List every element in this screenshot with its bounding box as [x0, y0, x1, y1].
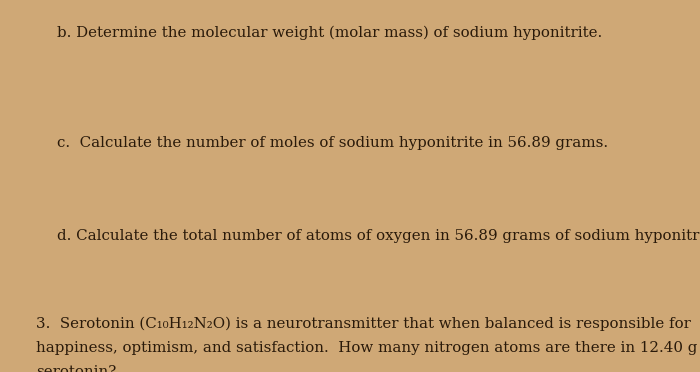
Text: d. Calculate the total number of atoms of oxygen in 56.89 grams of sodium hyponi: d. Calculate the total number of atoms o… — [57, 229, 700, 243]
Text: 3.  Serotonin (C₁₀H₁₂N₂O) is a neurotransmitter that when balanced is responsibl: 3. Serotonin (C₁₀H₁₂N₂O) is a neurotrans… — [36, 317, 692, 331]
Text: c.  Calculate the number of moles of sodium hyponitrite in 56.89 grams.: c. Calculate the number of moles of sodi… — [57, 136, 608, 150]
Text: serotonin?: serotonin? — [36, 365, 117, 372]
Text: b. Determine the molecular weight (molar mass) of sodium hyponitrite.: b. Determine the molecular weight (molar… — [57, 26, 603, 41]
Text: happiness, optimism, and satisfaction.  How many nitrogen atoms are there in 12.: happiness, optimism, and satisfaction. H… — [36, 341, 700, 355]
